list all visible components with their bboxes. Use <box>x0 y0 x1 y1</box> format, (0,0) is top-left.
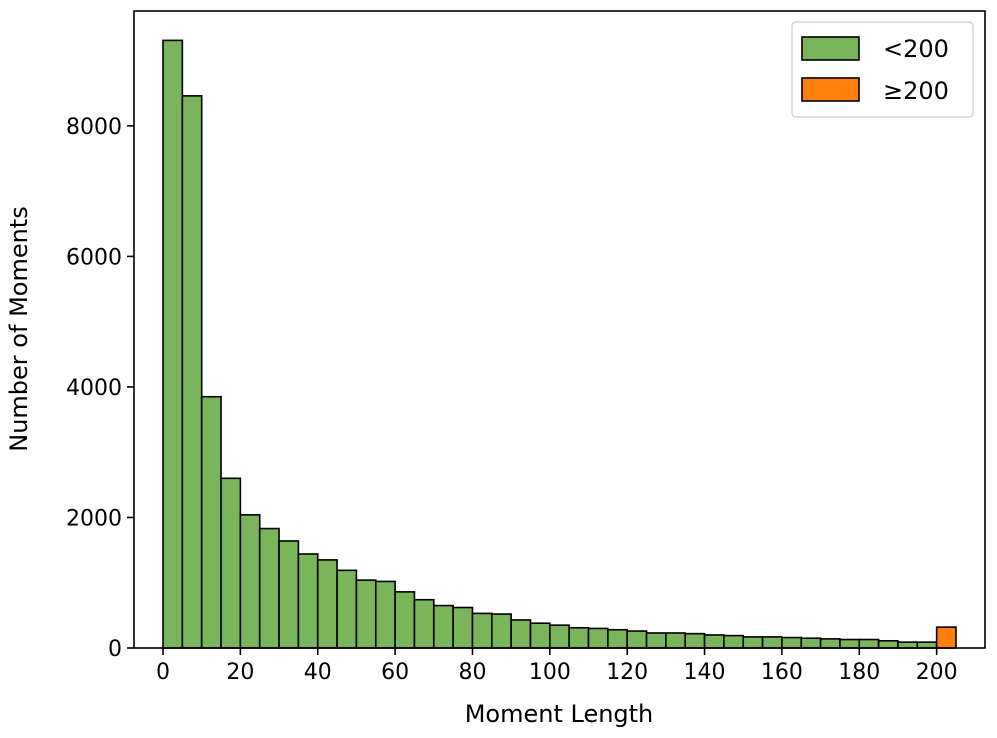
histogram-bar <box>355 579 377 649</box>
histogram-bar <box>781 636 803 649</box>
histogram-bar <box>568 626 590 649</box>
histogram-bar <box>432 604 454 649</box>
histogram-bar <box>607 628 628 649</box>
histogram-bar <box>316 559 338 649</box>
histogram-bar <box>258 527 280 649</box>
y-tick-label: 6000 <box>66 245 122 270</box>
histogram-bar <box>645 632 667 649</box>
histogram-bar <box>742 636 764 649</box>
x-tick-label: 160 <box>761 660 803 685</box>
x-tick-label: 120 <box>606 660 648 685</box>
histogram-bar <box>549 624 570 649</box>
histogram-bar <box>587 627 609 649</box>
histogram-bar <box>336 569 358 649</box>
x-tick-label: 80 <box>458 660 486 685</box>
histogram-bar <box>220 477 242 649</box>
histogram-bar <box>897 641 919 649</box>
histogram-bar <box>723 634 745 649</box>
x-tick-label: 140 <box>684 660 726 685</box>
histogram-bar <box>800 637 822 649</box>
x-tick-label: 40 <box>304 660 332 685</box>
histogram-bar <box>452 606 474 649</box>
x-axis-title: Moment Length <box>465 700 654 728</box>
histogram-bar <box>162 39 184 649</box>
x-tick-label: 100 <box>529 660 571 685</box>
histogram-bar <box>819 638 841 649</box>
histogram-bar <box>510 619 532 649</box>
histogram-bar <box>665 632 687 649</box>
histogram-bar <box>626 630 648 649</box>
histogram-bar <box>413 598 435 649</box>
y-tick-label: 8000 <box>66 115 122 140</box>
y-tick-label: 4000 <box>66 376 122 401</box>
histogram-bar <box>877 640 899 649</box>
histogram-bar <box>394 591 416 649</box>
histogram-bar <box>858 638 880 649</box>
histogram-bar <box>278 540 300 649</box>
x-tick-label: 20 <box>226 660 254 685</box>
histogram-bar <box>529 622 551 649</box>
histogram-bar <box>935 626 957 649</box>
x-tick-label: 60 <box>381 660 409 685</box>
histogram-bar <box>703 634 725 649</box>
histogram-bar <box>916 641 938 649</box>
histogram-bar <box>181 95 203 649</box>
legend-label-200-plus: ≥200 <box>883 77 949 105</box>
y-axis-title: Number of Moments <box>5 206 33 451</box>
y-axis-ticks: 0 2000 4000 6000 8000 <box>66 115 134 662</box>
histogram-bar <box>684 632 706 649</box>
legend-swatch-less-200 <box>801 36 860 61</box>
x-tick-label: 0 <box>156 660 170 685</box>
legend: <200 ≥200 <box>791 21 974 118</box>
x-axis-ticks: 0 20 40 60 80 100 120 140 160 180 200 <box>156 648 958 685</box>
y-tick-label: 2000 <box>66 506 122 531</box>
histogram-bar <box>761 636 783 649</box>
y-tick-label: 0 <box>108 637 122 662</box>
legend-swatch-200-plus <box>801 77 860 102</box>
histogram-bar <box>239 514 261 649</box>
bars-group <box>162 39 957 649</box>
x-tick-label: 180 <box>838 660 880 685</box>
histogram-bar <box>839 638 861 649</box>
histogram-bar <box>374 580 396 649</box>
histogram-bar <box>200 395 222 649</box>
plot-frame <box>133 10 986 649</box>
legend-label-less-200: <200 <box>883 35 949 63</box>
histogram-bar <box>471 612 493 649</box>
x-tick-label: 200 <box>916 660 958 685</box>
histogram-bar <box>491 613 512 649</box>
histogram-bar <box>297 553 319 649</box>
